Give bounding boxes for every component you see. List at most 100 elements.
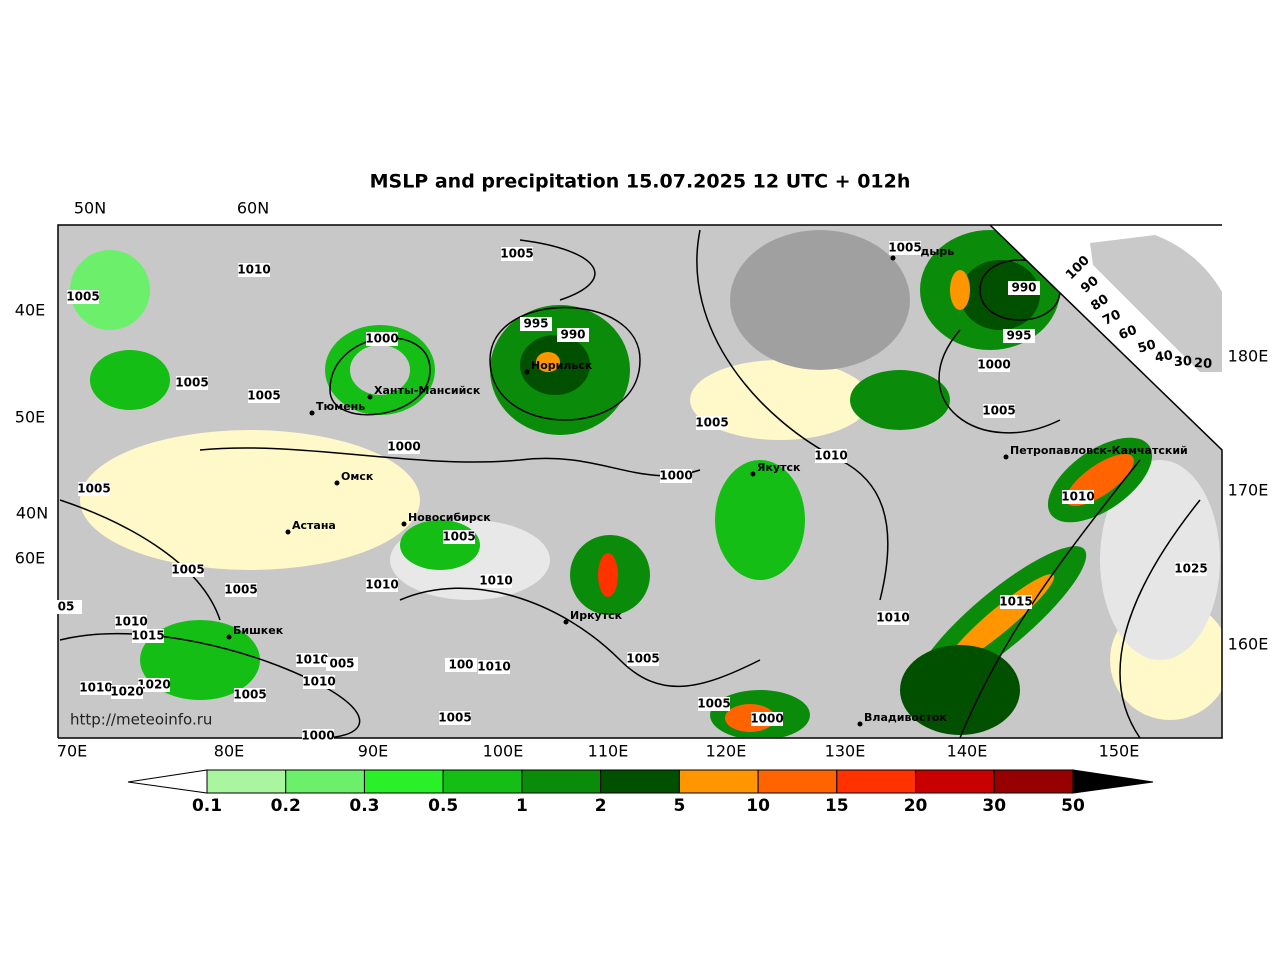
isobar-label: 1005 [66,290,99,304]
isobar-label: 1005 [224,583,257,597]
wheel-label: 40 [1154,348,1174,366]
isobar-label: 1020 [137,678,170,692]
city-label: Омск [341,470,374,483]
colorbar-tick-label: 0.5 [428,796,458,816]
city-dot [890,255,896,261]
isobar-label-bg [172,563,204,577]
colorbar-tick-label: 0.1 [192,796,222,816]
isobar-label-bg [557,328,589,342]
credit: http://meteoinfo.ru [70,711,212,729]
city-label: Владивосток [864,711,947,724]
isobar-label-bg [443,530,475,544]
wheel-label: 30 [1174,354,1193,370]
isobar-label-bg [326,657,358,671]
colorbar-bin [521,769,602,794]
isobar-label-bg [1062,490,1094,504]
coord-label: 150E [1099,742,1140,761]
isobar-label: 1020 [110,685,143,699]
isobar-label: 1010 [876,611,909,625]
colorbar-tick-label: 20 [904,796,928,816]
colorbar-tick-label: 50 [1061,796,1085,816]
city-dot [563,619,569,625]
isobar-label-bg [1000,595,1032,609]
isobar-label: 1010 [477,660,510,674]
city-dot [401,521,407,527]
isobar-label: 1010 [302,675,335,689]
isobar-label-bg [366,578,398,592]
coord-label: 180E [1228,347,1269,366]
colorbar-tick-label: 15 [825,796,849,816]
city-label: Бишкек [233,624,284,637]
isobar-label-bg [1175,562,1207,576]
isobar-label-bg [225,583,257,597]
coord-label: 40N [16,504,48,523]
colorbar-tick-label: 0.3 [349,796,379,816]
colorbar-tick-label: 30 [982,796,1006,816]
coord-label: 50E [15,408,45,427]
isobar-label: 1000 [387,440,420,454]
city-dot [285,529,291,535]
city-label: Астана [292,519,336,532]
city-dot [857,721,863,727]
city-label: Ханты-Мансийск [374,384,481,397]
isobar-label: 1010 [114,615,147,629]
coord-label: 110E [588,742,629,761]
isobar-label: 1000 [750,712,783,726]
isobar-label: 1005 [888,241,921,255]
isobar-label: 1005 [500,247,533,261]
isobar-label-bg [302,729,334,743]
coord-label: 60N [237,199,269,218]
colorbar-bin [600,769,680,794]
isobar-label: 1015 [999,595,1032,609]
isobar-label-bg [660,469,692,483]
coord-label: 100E [483,742,524,761]
isobar-label: 1010 [479,574,512,588]
isobar-label-bg [445,658,477,672]
wheel-label: 60 [1117,323,1139,343]
isobar-label: 1005 [695,416,728,430]
isobar-label: 005 [329,657,354,671]
rh-wheel [1090,235,1222,372]
isobar-label: 1015 [131,629,164,643]
colorbar-tick-label: 2 [595,796,607,816]
isobar-label: 1005 [171,563,204,577]
isobar-label: 990 [1011,281,1036,295]
isobar-label-bg [78,482,110,496]
colorbar-bin [993,769,1074,794]
isobar-label: 995 [523,317,548,331]
isobar-label: 1010 [237,263,270,277]
isobar-label-bg [751,712,783,726]
isobar-label: 1010 [295,653,328,667]
isobar-label: 100 [448,658,473,672]
wheel-label: 90 [1078,273,1102,296]
isobar-label-bg [627,652,659,666]
colorbar-tick-label: 1 [516,796,528,816]
isobar-label-bg [80,681,112,695]
coord-label: 160E [1228,635,1269,654]
isobar-label-bg [478,660,510,674]
isobar-label-bg [1008,281,1040,295]
coord-label: 80E [214,742,244,761]
isobar-label-bg [480,574,512,588]
isobar-label-bg [388,440,420,454]
isobar-label: 1005 [175,376,208,390]
isobar-label-bg [978,358,1010,372]
isobar-label: 1010 [79,681,112,695]
coord-label: 70E [57,742,87,761]
colorbar-bin [915,769,995,794]
isobar-label-bg [501,247,533,261]
colorbar-bin [206,769,287,794]
isobar-label-bg [132,629,164,643]
city-dot [309,410,315,416]
city-label: Якутск [757,461,801,474]
isobar-label-bg [815,449,847,463]
isobar-label-bg [67,290,99,304]
colorbar-bin [442,769,523,794]
isobar-label-bg [303,675,335,689]
colorbar-bin [757,769,838,794]
city-dot [1003,454,1009,460]
colorbar-bin [363,769,444,794]
isobar-label-bg [698,697,730,711]
wheel-label: 50 [1136,337,1157,356]
